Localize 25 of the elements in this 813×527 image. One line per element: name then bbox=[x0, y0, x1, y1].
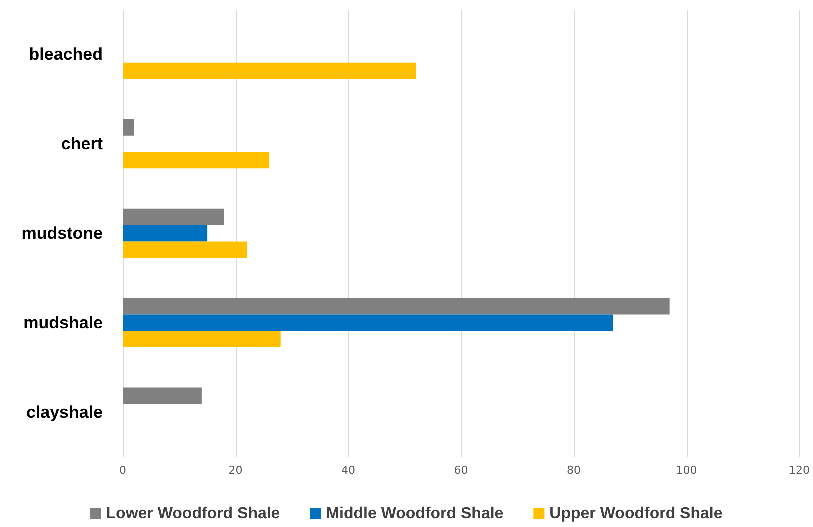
legend-label: Middle Woodford Shale bbox=[326, 506, 504, 522]
x-tick-label: 100 bbox=[676, 464, 698, 477]
bar bbox=[123, 314, 614, 332]
bar bbox=[123, 208, 224, 226]
x-tick-label: 20 bbox=[228, 464, 243, 477]
y-tick-label: mudshale bbox=[24, 313, 103, 332]
y-tick-label: bleached bbox=[29, 45, 103, 64]
legend-label: Upper Woodford Shale bbox=[550, 506, 723, 522]
bar bbox=[123, 388, 202, 404]
bar bbox=[123, 242, 248, 258]
x-tick-label: 120 bbox=[789, 464, 810, 477]
y-tick-label: clayshale bbox=[26, 402, 103, 422]
legend-label: Lower Woodford Shale bbox=[106, 506, 280, 522]
x-tick-label: 40 bbox=[342, 464, 356, 477]
bar bbox=[123, 225, 208, 242]
bar bbox=[123, 152, 270, 169]
y-tick-label: mudstone bbox=[22, 224, 103, 243]
bar bbox=[123, 298, 670, 315]
x-tick-label: 80 bbox=[567, 464, 581, 477]
y-tick-label: chert bbox=[61, 134, 104, 154]
x-tick-label: 60 bbox=[454, 464, 468, 477]
x-tick-label: 0 bbox=[120, 464, 126, 477]
bar bbox=[123, 331, 281, 348]
bar bbox=[123, 120, 134, 136]
bar bbox=[123, 62, 416, 80]
